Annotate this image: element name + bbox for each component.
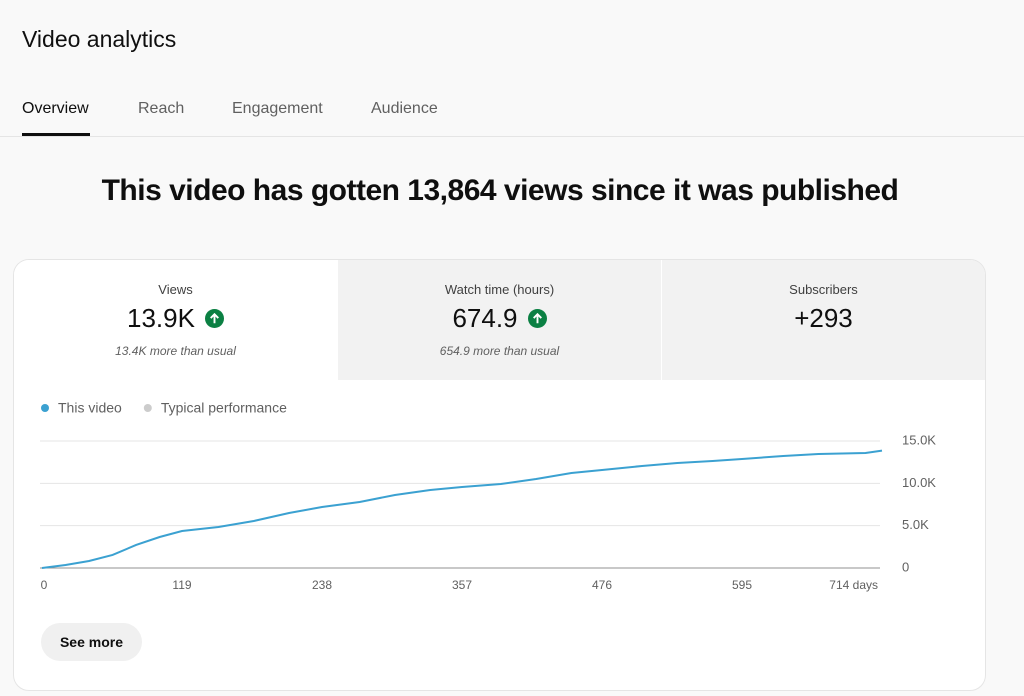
y-tick-label: 5.0K — [902, 517, 929, 532]
see-more-button[interactable]: See more — [41, 623, 142, 661]
y-tick-label: 15.0K — [902, 432, 936, 447]
data-line — [41, 449, 883, 569]
metric-value: +293 — [794, 303, 853, 333]
x-tick-label: 119 — [172, 578, 191, 592]
metric-watch-time[interactable]: Watch time (hours) 674.9 654.9 more than… — [338, 260, 661, 380]
chart: This video Typical performance 0 5.0K 10.0K 1… — [40, 400, 936, 592]
metric-label: Views — [158, 282, 193, 297]
headline: This video has gotten 13,864 views since… — [101, 174, 899, 207]
legend-marker — [41, 404, 49, 412]
x-tick-label: 476 — [592, 578, 612, 592]
metric-views[interactable]: Views 13.9K 13.4K more than usual — [14, 260, 337, 380]
legend-label: Typical performance — [161, 400, 287, 416]
y-tick-label: 0 — [902, 559, 909, 574]
metric-value: 674.9 — [452, 303, 518, 333]
page-title: Video analytics — [22, 26, 177, 52]
up-icon — [527, 309, 547, 328]
metric-note: 13.4K more than usual — [115, 344, 236, 358]
metric-subscribers[interactable]: Subscribers +293 — [662, 260, 985, 380]
x-tick-label: 0 — [41, 578, 48, 592]
metric-note: 654.9 more than usual — [439, 344, 560, 358]
x-tick-label: 714 days — [829, 578, 878, 592]
x-tick-label: 357 — [452, 578, 472, 592]
up-icon — [204, 309, 224, 328]
legend-label: This video — [58, 400, 122, 416]
analytics-card: Views 13.9K 13.4K more than usual Watch … — [13, 259, 986, 691]
divider — [0, 136, 1024, 137]
tab[interactable]: Audience — [371, 100, 438, 117]
tab-indicator — [22, 133, 90, 136]
y-tick-label: 10.0K — [902, 475, 936, 490]
metric-value: 13.9K — [127, 303, 195, 333]
x-tick-label: 238 — [312, 578, 332, 592]
legend-marker — [143, 404, 152, 412]
x-tick-label: 595 — [732, 578, 752, 592]
metric-label: Watch time (hours) — [444, 282, 555, 297]
tab[interactable]: Overview — [22, 100, 89, 117]
tab[interactable]: Reach — [138, 100, 185, 117]
metric-label: Subscribers — [789, 282, 858, 297]
tab[interactable]: Engagement — [232, 100, 323, 117]
